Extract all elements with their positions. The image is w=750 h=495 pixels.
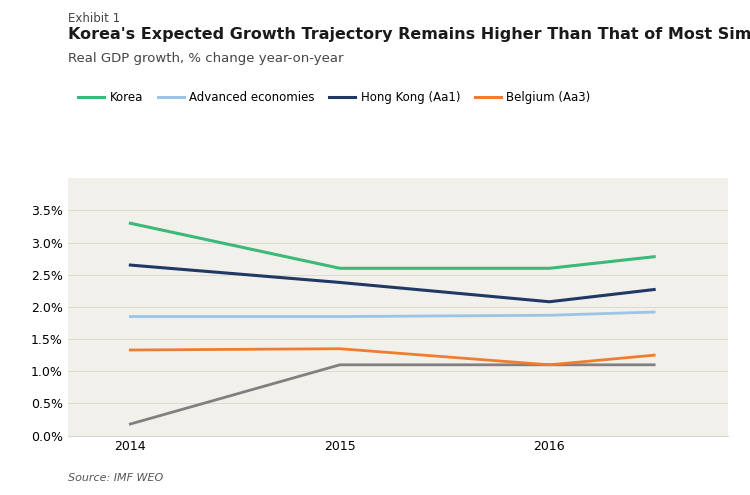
Advanced economies — [126, 314, 135, 320]
Korea — [545, 265, 554, 271]
Advanced economies — [335, 314, 344, 320]
Hong Kong (Aa1) — [650, 287, 658, 293]
Belgium (Aa3) — [126, 347, 135, 353]
Text: Source: IMF WEO: Source: IMF WEO — [68, 473, 163, 483]
Korea — [335, 265, 344, 271]
Line: Belgium (Aa3): Belgium (Aa3) — [130, 348, 654, 365]
Legend: Korea, Advanced economies, Hong Kong (Aa1), Belgium (Aa3): Korea, Advanced economies, Hong Kong (Aa… — [74, 86, 596, 109]
Line: Hong Kong (Aa1): Hong Kong (Aa1) — [130, 265, 654, 302]
Belgium (Aa3) — [335, 346, 344, 351]
Korea — [126, 220, 135, 226]
Hong Kong (Aa1) — [545, 299, 554, 305]
Advanced economies — [650, 309, 658, 315]
Line: Korea: Korea — [130, 223, 654, 268]
Text: Real GDP growth, % change year-on-year: Real GDP growth, % change year-on-year — [68, 52, 343, 65]
Hong Kong (Aa1) — [126, 262, 135, 268]
Text: Exhibit 1: Exhibit 1 — [68, 12, 120, 25]
Belgium (Aa3) — [650, 352, 658, 358]
Advanced economies — [545, 312, 554, 318]
Text: Korea's Expected Growth Trajectory Remains Higher Than That of Most Similarly-Ra: Korea's Expected Growth Trajectory Remai… — [68, 27, 750, 42]
Korea — [650, 254, 658, 260]
Belgium (Aa3) — [545, 362, 554, 368]
Hong Kong (Aa1) — [335, 280, 344, 286]
Line: Advanced economies: Advanced economies — [130, 312, 654, 317]
